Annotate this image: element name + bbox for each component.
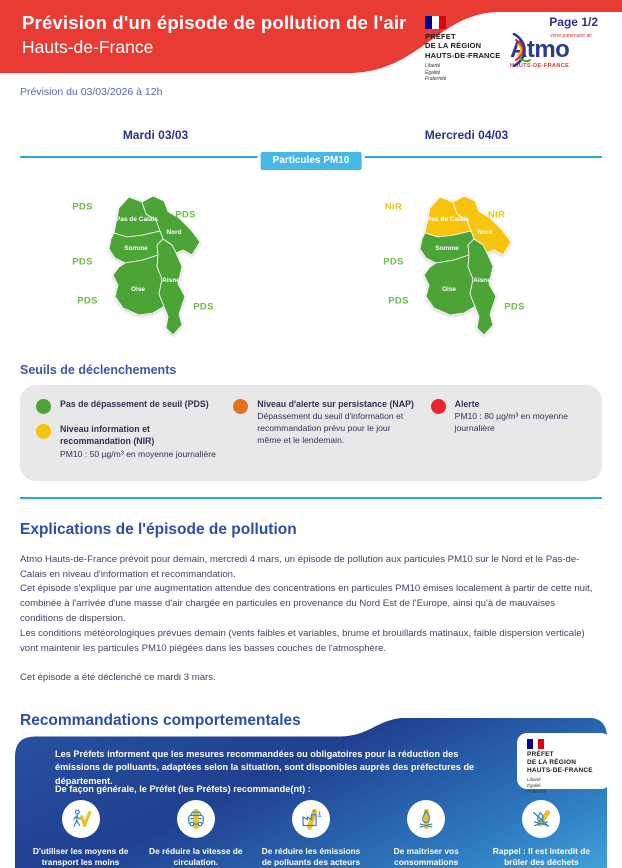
recommendations-intro: Les Préfets informent que les mesures re… bbox=[55, 748, 475, 787]
day-header-tuesday: Mardi 03/03 bbox=[122, 128, 189, 142]
pollutant-divider: Particules PM10 bbox=[0, 149, 622, 173]
recommendations-subtitle: De façon générale, le Préfet (les Préfet… bbox=[55, 783, 311, 794]
forecast-date: Prévision du 03/03/2026 à 12h bbox=[20, 86, 163, 98]
legend-pds-title: Pas de dépassement de seuil (PDS) bbox=[60, 399, 209, 409]
status-label-somme: PDS bbox=[383, 256, 404, 268]
status-label-somme: PDS bbox=[72, 256, 93, 268]
heating-flame-icon bbox=[407, 800, 445, 838]
page-title: Prévision d'un épisode de pollution de l… bbox=[22, 12, 407, 58]
explanations-body: Atmo Hauts-de-France prévoit pour demain… bbox=[20, 553, 600, 686]
status-label-aisne: PDS bbox=[504, 301, 525, 313]
map-tuesday: Pas de Calais Nord Somme Aisne Oise PDS … bbox=[16, 177, 296, 349]
page-title-line1: Prévision d'un épisode de pollution de l… bbox=[22, 12, 407, 33]
region-map-svg: Pas de Calais Nord Somme Aisne Oise bbox=[108, 195, 200, 336]
orange-dot-icon bbox=[233, 399, 249, 414]
legend-item-alerte: Alerte PM10 : 80 µg/m³ en moyenne journa… bbox=[430, 398, 586, 434]
motto-line3: Fraternité bbox=[425, 76, 447, 83]
dept-label-aisne: Aisne bbox=[162, 277, 180, 284]
thresholds-legend: Pas de dépassement de seuil (PDS) Niveau… bbox=[20, 385, 602, 481]
dept-label-nord: Nord bbox=[477, 229, 492, 236]
green-dot-icon bbox=[36, 399, 51, 414]
atmo-region-label: HAUTS-DE-FRANCE bbox=[510, 62, 570, 69]
forecast-maps: Pas de Calais Nord Somme Aisne Oise PDS … bbox=[0, 177, 622, 349]
pollutant-badge: Particules PM10 bbox=[257, 149, 365, 173]
prefet-name-line3: HAUTS-DE-FRANCE bbox=[425, 50, 501, 60]
dept-label-pas-de-calais: Pas de Calais bbox=[427, 216, 469, 223]
recommendations-title: Recommandations comportementales bbox=[20, 711, 301, 729]
legend-alerte-desc: PM10 : 80 µg/m³ en moyenne journalière bbox=[454, 411, 568, 434]
prefet-name-line1: PRÉFET bbox=[527, 750, 554, 758]
recommendation-items: D'utiliser les moyens de transport les m… bbox=[23, 800, 599, 868]
yellow-dot-icon bbox=[36, 424, 51, 439]
prefet-logo: PRÉFET DE LA RÉGION HAUTS-DE-FRANCE Libe… bbox=[425, 16, 515, 83]
region-map-svg: Pas de Calais Nord Somme Aisne Oise bbox=[419, 195, 511, 336]
car-speed-icon bbox=[177, 800, 215, 838]
explanation-paragraph-3: Les conditions météorologiques prévues d… bbox=[20, 627, 585, 654]
prefet-name-line2: DE LA RÉGION bbox=[527, 758, 577, 766]
status-label-oise: PDS bbox=[77, 295, 98, 307]
motto-line3: Fraternité bbox=[527, 788, 547, 794]
motto-line1: Liberté bbox=[425, 63, 441, 70]
recommendation-no-burning: Rappel : Il est interdit de brûler des d… bbox=[484, 800, 599, 868]
legend-nap-title: Niveau d'alerte sur persistance (NAP) bbox=[257, 399, 414, 409]
legend-nir-desc: PM10 : 50 µg/m³ en moyenne journalière bbox=[60, 448, 216, 459]
status-label-pas-de-calais: PDS bbox=[72, 201, 93, 213]
header-banner: Prévision d'un épisode de pollution de l… bbox=[0, 0, 622, 82]
atmo-arcs-icon bbox=[512, 33, 531, 67]
legend-nir-title: Niveau information et recommandation (NI… bbox=[60, 424, 155, 447]
dept-label-oise: Oise bbox=[130, 286, 144, 293]
dept-label-somme: Somme bbox=[124, 245, 148, 252]
page-number: Page 1/2 bbox=[549, 15, 598, 29]
legend-item-nir: Niveau information et recommandation (NI… bbox=[36, 423, 217, 460]
atmo-tagline: votre partenaire air bbox=[550, 33, 592, 39]
page-title-line2: Hauts-de-France bbox=[22, 37, 154, 57]
atmo-logo: votre partenaire air Atmo HAUTS-DE-FRANC… bbox=[510, 33, 610, 69]
recommendations-panel: Les Préfets informent que les mesures re… bbox=[15, 718, 607, 868]
legend-item-nap: Niveau d'alerte sur persistance (NAP) Dé… bbox=[233, 398, 414, 446]
legend-item-pds: Pas de dépassement de seuil (PDS) bbox=[36, 398, 217, 414]
recommendation-heating: De maitriser vos consommations d'énergie… bbox=[369, 800, 484, 868]
dept-label-pas-de-calais: Pas de Calais bbox=[116, 216, 158, 223]
recommendation-transport: D'utiliser les moyens de transport les m… bbox=[23, 800, 138, 868]
day-headers: Mardi 03/03 Mercredi 04/03 bbox=[0, 128, 622, 142]
dept-label-somme: Somme bbox=[435, 245, 459, 252]
legend-alerte-title: Alerte bbox=[454, 399, 480, 409]
red-dot-icon bbox=[430, 399, 446, 414]
status-label-nord: PDS bbox=[175, 209, 196, 221]
prefet-name-line1: PRÉFET bbox=[425, 32, 456, 41]
motto-line2: Égalité bbox=[425, 69, 441, 76]
red-swoosh-shape bbox=[0, 0, 622, 73]
explanation-paragraph-4: Cet épisode a été déclenché ce mardi 3 m… bbox=[20, 671, 216, 683]
explanations-title: Explications de l'épisode de pollution bbox=[20, 520, 297, 538]
prefet-logo-card: PRÉFET DE LA RÉGION HAUTS-DE-FRANCE Libe… bbox=[517, 733, 611, 789]
no-burning-icon bbox=[522, 800, 560, 838]
dept-label-aisne: Aisne bbox=[473, 277, 491, 284]
motto-line1: Liberté bbox=[527, 776, 541, 782]
prefet-name-line3: HAUTS-DE-FRANCE bbox=[527, 766, 593, 774]
dept-label-oise: Oise bbox=[441, 286, 455, 293]
recommendation-speed: De réduire la vitesse de circulation. bbox=[138, 800, 253, 868]
status-label-pas-de-calais: NIR bbox=[384, 201, 403, 213]
thresholds-title: Seuils de déclenchements bbox=[20, 363, 177, 377]
prefet-name-line2: DE LA RÉGION bbox=[425, 41, 482, 51]
status-label-nord: NIR bbox=[487, 209, 506, 221]
factory-icon bbox=[292, 800, 330, 838]
legend-nap-desc: Dépassement du seuil d'information et re… bbox=[257, 411, 404, 446]
french-flag-icon bbox=[425, 16, 446, 29]
walking-transport-icon bbox=[62, 800, 100, 838]
status-label-aisne: PDS bbox=[193, 301, 214, 313]
map-wednesday: Pas de Calais Nord Somme Aisne Oise NIR … bbox=[327, 177, 607, 349]
french-flag-icon bbox=[527, 739, 544, 749]
section-divider-line bbox=[20, 496, 602, 499]
explanation-paragraph-2: Cet épisode s'explique par une augmentat… bbox=[20, 583, 593, 625]
recommendation-industry: De réduire les émissions de polluants de… bbox=[253, 800, 368, 868]
explanation-paragraph-1: Atmo Hauts-de-France prévoit pour demain… bbox=[20, 553, 580, 580]
status-label-oise: PDS bbox=[388, 295, 409, 307]
day-header-wednesday: Mercredi 04/03 bbox=[424, 128, 509, 142]
dept-label-nord: Nord bbox=[166, 229, 181, 236]
motto-line2: Égalité bbox=[527, 782, 541, 788]
